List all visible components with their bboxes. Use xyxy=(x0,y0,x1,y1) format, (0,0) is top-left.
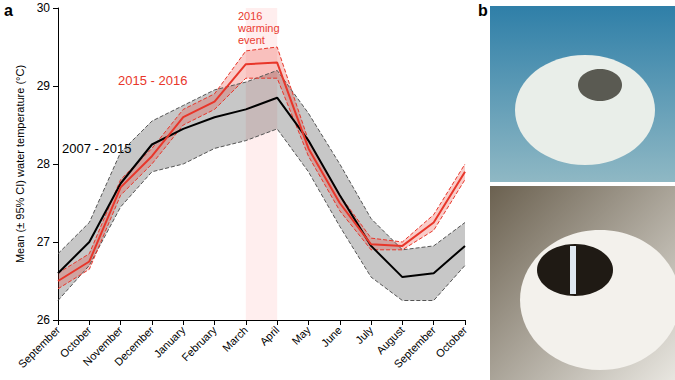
svg-text:October: October xyxy=(433,324,469,360)
svg-text:January: January xyxy=(151,323,188,360)
svg-text:October: October xyxy=(57,323,94,360)
svg-text:February: February xyxy=(179,323,219,363)
svg-text:August: August xyxy=(374,323,407,357)
svg-text:June: June xyxy=(319,324,344,349)
svg-text:2007 - 2015: 2007 - 2015 xyxy=(62,141,132,156)
svg-text:30: 30 xyxy=(37,1,51,15)
svg-text:September: September xyxy=(391,324,438,371)
svg-text:27: 27 xyxy=(37,235,51,249)
svg-text:April: April xyxy=(257,324,281,348)
svg-text:a: a xyxy=(4,2,13,19)
svg-text:December: December xyxy=(112,324,157,369)
svg-text:2015 - 2016: 2015 - 2016 xyxy=(118,73,187,88)
svg-text:Mean (± 95% CI) water temperat: Mean (± 95% CI) water temperature (°C) xyxy=(14,65,26,263)
svg-text:b: b xyxy=(478,2,488,19)
svg-text:July: July xyxy=(353,323,376,346)
svg-text:May: May xyxy=(290,323,314,347)
svg-text:March: March xyxy=(220,324,250,354)
svg-text:29: 29 xyxy=(37,79,51,93)
svg-text:November: November xyxy=(80,323,125,369)
svg-text:September: September xyxy=(16,324,63,371)
svg-text:26: 26 xyxy=(37,313,51,327)
svg-text:28: 28 xyxy=(37,157,51,171)
